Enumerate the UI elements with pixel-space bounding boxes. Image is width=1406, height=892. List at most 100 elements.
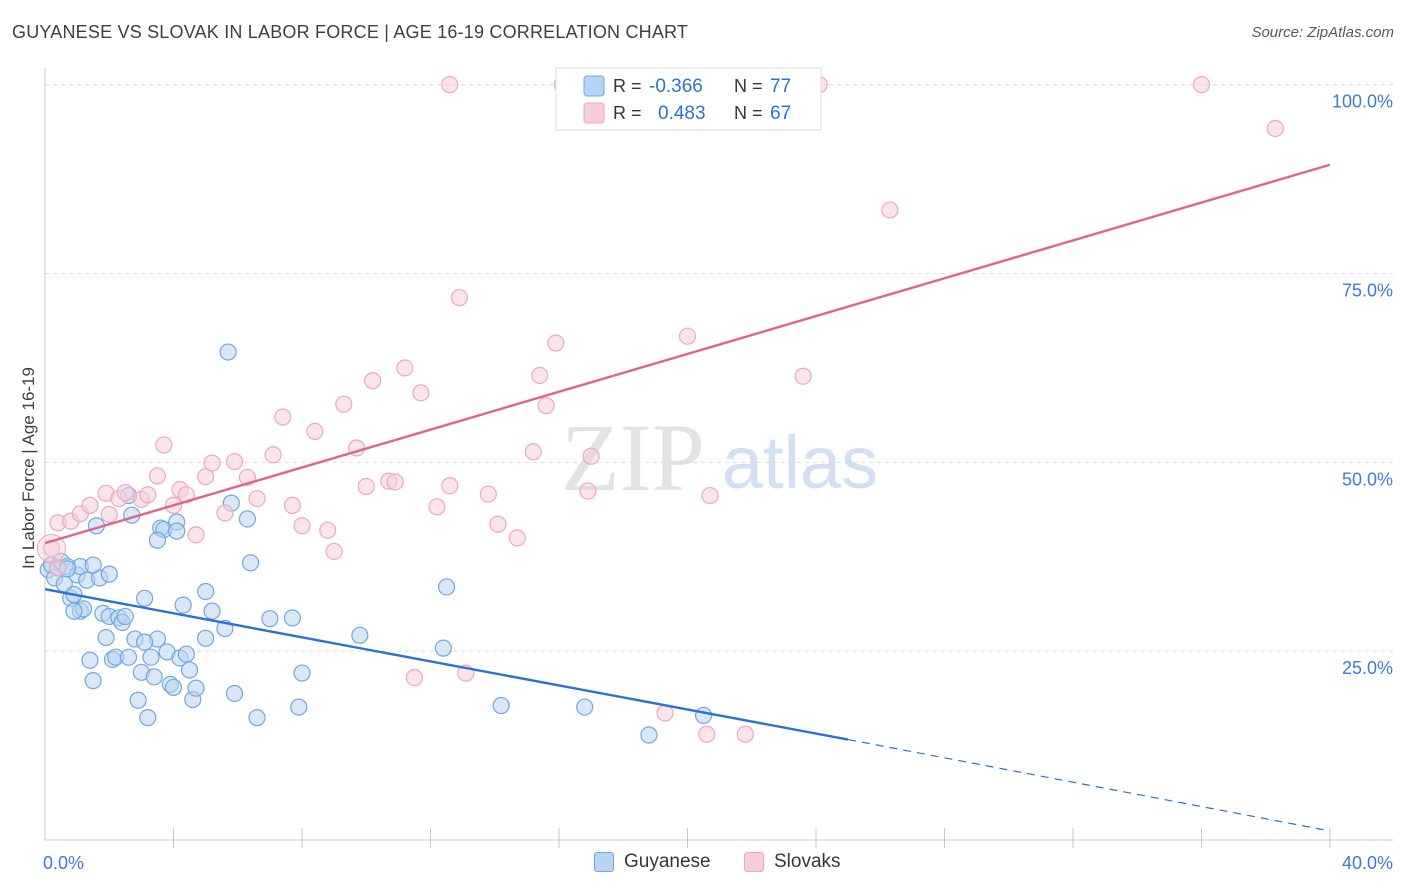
guyanese-point xyxy=(261,610,279,628)
slovaks-point xyxy=(187,526,205,544)
slovaks-point xyxy=(148,467,167,485)
slovaks-point xyxy=(441,76,459,94)
guyanese-point xyxy=(351,626,369,644)
slovaks-point xyxy=(396,359,414,377)
slovaks-point xyxy=(508,529,526,547)
guyanese-point xyxy=(437,578,456,596)
chart-title: GUYANESE VS SLOVAK IN LABOR FORCE | AGE … xyxy=(12,22,689,42)
slovaks-point xyxy=(216,504,234,522)
guyanese-point xyxy=(129,691,147,709)
guyanese-point xyxy=(84,672,102,690)
slovaks-point xyxy=(678,327,697,345)
guyanese-point xyxy=(174,596,192,614)
y-tick-label: 75.0% xyxy=(1342,280,1393,300)
slovaks-point xyxy=(386,473,404,491)
stats-r-label-guyanese: R = xyxy=(613,76,642,96)
slovaks-point xyxy=(479,485,497,503)
slovaks-point xyxy=(524,443,542,461)
stats-n-label-slovaks: N = xyxy=(734,103,763,123)
stats-n-label-guyanese: N = xyxy=(734,76,763,96)
guyanese-point xyxy=(180,661,199,679)
slovaks-point xyxy=(1266,119,1284,138)
slovaks-point xyxy=(139,486,157,504)
guyanese-point xyxy=(219,343,237,361)
slovaks-point xyxy=(177,486,195,504)
slovaks-point xyxy=(306,422,324,440)
slovaks-point xyxy=(428,498,446,516)
slovaks-point-large xyxy=(36,533,66,563)
slovaks-point xyxy=(81,496,99,514)
slovaks-point xyxy=(283,496,301,514)
stats-r-value-guyanese: -0.366 xyxy=(649,76,703,97)
guyanese-point xyxy=(164,678,183,697)
slovaks-point xyxy=(325,542,343,561)
stats-r-label-slovaks: R = xyxy=(613,103,642,123)
guyanese-point xyxy=(84,556,102,574)
guyanese-point xyxy=(434,639,452,657)
guyanese-point xyxy=(694,706,713,724)
x-tick-label-max: 40.0% xyxy=(1342,853,1393,873)
slovaks-point xyxy=(441,477,459,495)
guyanese-point xyxy=(283,609,301,627)
guyanese-point xyxy=(293,664,311,682)
y-tick-labels: 25.0% 50.0% 75.0% 100.0% xyxy=(1332,92,1393,679)
stats-swatch-guyanese xyxy=(583,75,605,97)
slovaks-point xyxy=(579,482,597,500)
slovaks-point xyxy=(405,669,424,687)
slovaks-point xyxy=(582,447,600,465)
legend-label-guyanese: Guyanese xyxy=(624,851,711,872)
slovaks-point xyxy=(100,505,118,524)
legend-item-guyanese: Guyanese xyxy=(594,851,711,873)
guyanese-point xyxy=(145,668,163,686)
slovaks-point xyxy=(701,486,719,505)
slovaks-point xyxy=(794,367,812,385)
guyanese-point xyxy=(492,696,510,715)
stats-swatch-slovaks xyxy=(583,102,605,124)
y-tick-label: 25.0% xyxy=(1342,658,1393,678)
slovaks-point xyxy=(293,517,311,535)
trend-line-slovaks xyxy=(44,163,1331,545)
slovaks-point xyxy=(248,489,266,508)
guyanese-point xyxy=(135,589,154,607)
x-tick-labels: 0.0% 40.0% xyxy=(43,853,1393,873)
slovaks-point xyxy=(49,559,67,577)
guyanese-point xyxy=(225,684,244,703)
stats-n-value-slovaks: 67 xyxy=(770,103,791,124)
slovaks-point xyxy=(274,408,292,426)
guyanese-point xyxy=(177,645,195,663)
guyanese-point xyxy=(139,709,157,727)
slovaks-point xyxy=(412,384,430,402)
slovaks-point xyxy=(335,395,353,413)
legend-label-slovaks: Slovaks xyxy=(774,851,841,872)
stats-r-value-slovaks: 0.483 xyxy=(658,103,706,124)
guyanese-point xyxy=(97,628,115,647)
guyanese-point xyxy=(197,629,215,647)
guyanese-point xyxy=(242,554,260,572)
guyanese-point xyxy=(203,602,221,620)
trend-line-guyanese-extension xyxy=(848,738,1331,832)
guyanese-point xyxy=(100,565,118,583)
guyanese-point xyxy=(248,709,266,727)
y-tick-label: 50.0% xyxy=(1342,469,1393,489)
slovaks-point xyxy=(225,452,244,471)
guyanese-point xyxy=(116,607,134,626)
slovaks-point xyxy=(116,483,134,502)
slovaks-point xyxy=(489,515,507,533)
legend-swatch-guyanese xyxy=(594,852,614,872)
watermark: ZIP atlas xyxy=(561,404,878,511)
guyanese-point xyxy=(640,726,658,744)
legend-swatch-slovaks xyxy=(744,852,764,872)
guyanese-point xyxy=(290,698,308,716)
slovaks-point xyxy=(881,201,899,219)
guyanese-point xyxy=(238,510,256,528)
legend-item-slovaks: Slovaks xyxy=(744,851,841,873)
guyanese-point xyxy=(142,648,160,666)
guyanese-point xyxy=(65,602,83,620)
source-label: Source: ZipAtlas.com xyxy=(1251,24,1394,41)
y-axis-label: In Labor Force | Age 16-19 xyxy=(19,367,38,569)
slovaks-point xyxy=(531,366,549,385)
guyanese-point xyxy=(576,698,594,716)
axes xyxy=(44,68,1393,848)
slovaks-point xyxy=(364,372,382,390)
